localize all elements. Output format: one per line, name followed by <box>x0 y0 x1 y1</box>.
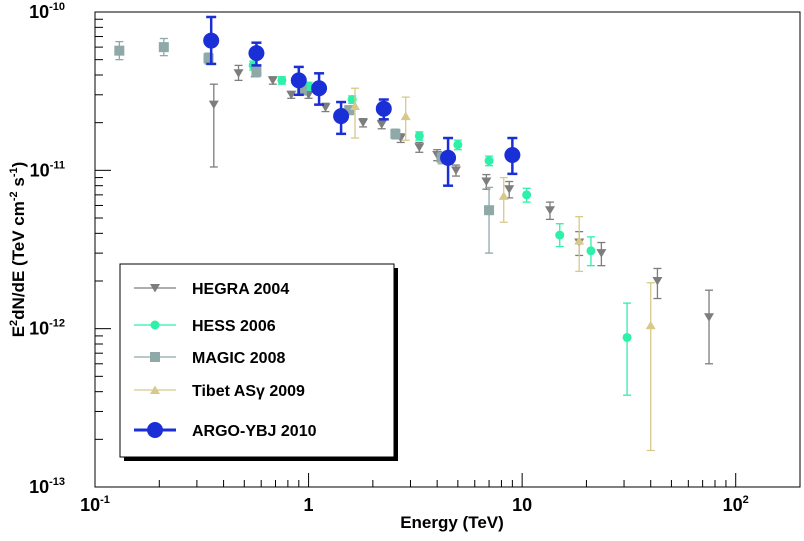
x-tick-label: 1 <box>304 495 314 515</box>
legend-marker <box>150 385 160 394</box>
y-tick-label: 10-10 <box>29 1 65 22</box>
y-axis-title-text: E2dN/dE (TeV cm-2 s-1) <box>8 162 28 338</box>
data-point <box>358 118 369 128</box>
data-point <box>114 45 125 56</box>
series-4 <box>203 15 521 187</box>
legend: HEGRA 2004 HESS 2006 MAGIC 2008 Tibet ASγ 2… <box>119 263 398 461</box>
data-point <box>652 277 663 286</box>
data-point <box>400 111 411 121</box>
series-1 <box>248 60 632 396</box>
data-point <box>414 131 424 141</box>
legend-marker <box>147 422 163 438</box>
legend-marker <box>150 320 160 330</box>
data-point <box>251 66 262 77</box>
legend-label: ARGO-YBJ 2010 <box>192 423 317 440</box>
legend-label: HESS 2006 <box>192 318 276 335</box>
data-point <box>350 101 361 110</box>
data-point <box>344 105 355 116</box>
legend-marker <box>150 284 160 293</box>
data-point <box>504 146 521 163</box>
series-3 <box>350 87 656 452</box>
plot-frame <box>94 11 801 488</box>
y-axis-title: E2dN/dE (TeV cm-2 s-1) <box>8 162 28 338</box>
data-point <box>267 76 278 85</box>
legend-marker <box>150 352 160 362</box>
data-point <box>203 53 214 64</box>
data-point <box>290 72 307 89</box>
axis-ticks <box>94 11 801 488</box>
data-point <box>414 143 425 152</box>
data-point <box>555 230 565 240</box>
data-point <box>522 190 532 200</box>
y-tick-label: 10-12 <box>29 318 65 339</box>
data-point <box>248 45 265 62</box>
data-point <box>544 206 555 215</box>
legend-label: Tibet ASγ 2009 <box>192 383 305 400</box>
data-point <box>704 313 715 322</box>
x-tick-label: 102 <box>723 494 749 515</box>
data-point <box>453 140 463 150</box>
data-point <box>645 320 656 330</box>
data-point <box>311 80 328 97</box>
data-point <box>390 128 401 139</box>
data-point <box>376 120 387 129</box>
y-tick-label: 10-11 <box>30 159 65 180</box>
x-tick-label: 10 <box>512 495 532 515</box>
legend-label: MAGIC 2008 <box>192 350 285 367</box>
data-point <box>333 108 350 125</box>
data-point <box>203 32 220 49</box>
data-point <box>375 100 392 117</box>
data-point <box>484 205 495 216</box>
data-point <box>596 249 607 258</box>
x-tick-label: 10-1 <box>80 494 110 515</box>
plot-area <box>94 11 801 488</box>
series-2 <box>114 37 495 254</box>
data-point <box>586 246 596 256</box>
data-point <box>498 191 509 200</box>
data-point <box>504 185 515 194</box>
data-point <box>622 332 632 342</box>
data-point <box>158 42 169 53</box>
data-point <box>484 156 494 166</box>
data-point <box>574 236 585 245</box>
data-point <box>296 85 307 96</box>
data-point <box>481 177 492 187</box>
legend-box <box>119 263 395 458</box>
x-axis-title: Energy (TeV) <box>400 513 504 532</box>
data-point <box>450 166 461 175</box>
y-tick-label: 10-13 <box>29 476 65 497</box>
data-point <box>286 90 297 100</box>
legend-label: HEGRA 2004 <box>192 281 289 298</box>
data-point <box>440 149 457 166</box>
data-point <box>208 100 219 110</box>
data-point <box>233 69 244 78</box>
data-point <box>277 75 287 85</box>
